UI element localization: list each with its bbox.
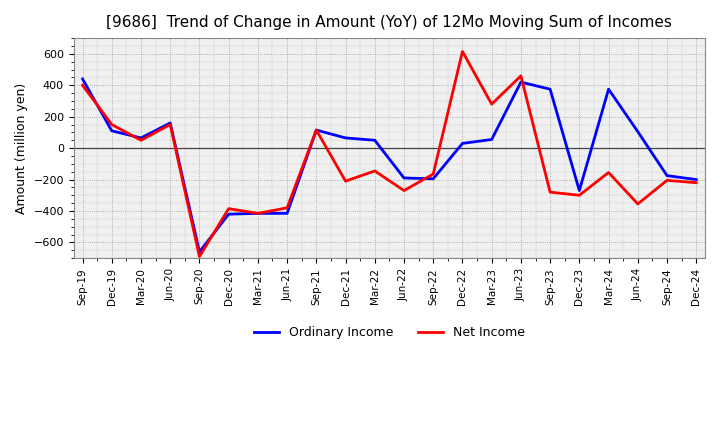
- Net Income: [225, 206, 233, 211]
- Ordinary Income: [312, 128, 320, 133]
- Net Income: [341, 179, 350, 184]
- Line: Ordinary Income: Ordinary Income: [83, 79, 696, 252]
- Ordinary Income: [516, 80, 525, 85]
- Ordinary Income: [283, 211, 292, 216]
- Net Income: [516, 73, 525, 78]
- Ordinary Income: [546, 87, 554, 92]
- Ordinary Income: [341, 135, 350, 140]
- Net Income: [662, 178, 671, 183]
- Ordinary Income: [195, 249, 204, 254]
- Net Income: [283, 205, 292, 210]
- Ordinary Income: [458, 141, 467, 146]
- Net Income: [634, 201, 642, 206]
- Ordinary Income: [137, 135, 145, 140]
- Net Income: [429, 172, 438, 177]
- Ordinary Income: [78, 76, 87, 81]
- Ordinary Income: [692, 177, 701, 182]
- Ordinary Income: [487, 137, 496, 142]
- Net Income: [137, 138, 145, 143]
- Net Income: [371, 168, 379, 173]
- Net Income: [458, 49, 467, 54]
- Line: Net Income: Net Income: [83, 51, 696, 257]
- Title: [9686]  Trend of Change in Amount (YoY) of 12Mo Moving Sum of Incomes: [9686] Trend of Change in Amount (YoY) o…: [107, 15, 672, 30]
- Ordinary Income: [634, 129, 642, 134]
- Net Income: [487, 102, 496, 107]
- Ordinary Income: [166, 121, 174, 126]
- Y-axis label: Amount (million yen): Amount (million yen): [15, 83, 28, 214]
- Net Income: [692, 180, 701, 185]
- Net Income: [575, 193, 584, 198]
- Net Income: [312, 128, 320, 133]
- Net Income: [253, 211, 262, 216]
- Net Income: [604, 170, 613, 175]
- Ordinary Income: [604, 87, 613, 92]
- Ordinary Income: [575, 188, 584, 193]
- Ordinary Income: [225, 212, 233, 217]
- Net Income: [107, 122, 116, 127]
- Ordinary Income: [662, 173, 671, 178]
- Ordinary Income: [107, 128, 116, 133]
- Net Income: [195, 254, 204, 259]
- Net Income: [166, 122, 174, 127]
- Ordinary Income: [400, 176, 408, 181]
- Ordinary Income: [253, 211, 262, 216]
- Net Income: [78, 83, 87, 88]
- Net Income: [546, 190, 554, 195]
- Net Income: [400, 188, 408, 193]
- Ordinary Income: [429, 176, 438, 181]
- Ordinary Income: [371, 138, 379, 143]
- Legend: Ordinary Income, Net Income: Ordinary Income, Net Income: [248, 321, 530, 345]
